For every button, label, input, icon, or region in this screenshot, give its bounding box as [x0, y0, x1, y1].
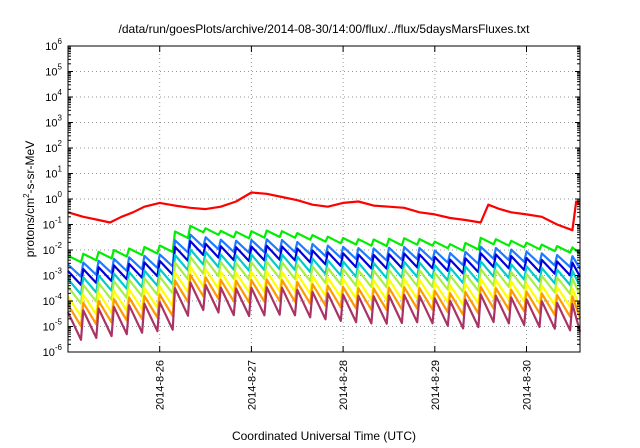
- y-tick-label: 10-4: [43, 292, 63, 308]
- series-line: [67, 248, 581, 296]
- x-axis-label: Coordinated Universal Time (UTC): [232, 429, 416, 443]
- y-tick-label: 10-1: [43, 216, 63, 232]
- x-tick-label: 2014-8-30: [522, 360, 534, 410]
- x-tick-label: 2014-8-28: [338, 360, 350, 410]
- series-line: [67, 240, 581, 286]
- y-axis: 10-6 10-5 10-4 10-3 10-2 10-1 100 101 102 103 104 1…: [43, 37, 580, 359]
- series-line: [67, 233, 581, 278]
- y-tick-label: 105: [45, 63, 62, 79]
- y-tick-label: 104: [45, 88, 62, 104]
- y-tick-label: 10-6: [43, 343, 63, 359]
- y-tick-label: 101: [45, 165, 62, 181]
- x-tick-label: 2014-8-26: [155, 360, 167, 410]
- series-layer: [67, 191, 582, 341]
- series-line: [67, 281, 582, 341]
- y-tick-label: 106: [45, 37, 62, 53]
- series-line: [67, 224, 581, 264]
- y-tick-label: 10-5: [43, 318, 63, 334]
- x-tick-label: 2014-8-27: [246, 360, 258, 410]
- y-axis-label-rest: -s-sr-MeV: [23, 141, 37, 194]
- y-tick-label: 10-2: [43, 241, 63, 257]
- y-axis-label-base: protons/cm: [23, 198, 37, 257]
- y-tick-label: 102: [45, 139, 62, 155]
- x-tick-label: 2014-8-29: [430, 360, 442, 410]
- x-axis: 2014-8-26 2014-8-27 2014-8-28 2014-8-29 2014…: [155, 46, 534, 410]
- grid: [68, 46, 580, 352]
- chart-title: /data/run/goesPlots/archive/2014-08-30/1…: [119, 22, 531, 36]
- y-axis-label-sup: 2: [22, 193, 31, 198]
- series-line: [67, 191, 581, 232]
- y-tick-label: 100: [45, 190, 62, 206]
- y-axis-label: protons/cm2-s-sr-MeV: [22, 141, 37, 257]
- y-tick-label: 103: [45, 114, 62, 130]
- y-tick-label: 10-3: [43, 267, 63, 283]
- series-line: [67, 255, 582, 305]
